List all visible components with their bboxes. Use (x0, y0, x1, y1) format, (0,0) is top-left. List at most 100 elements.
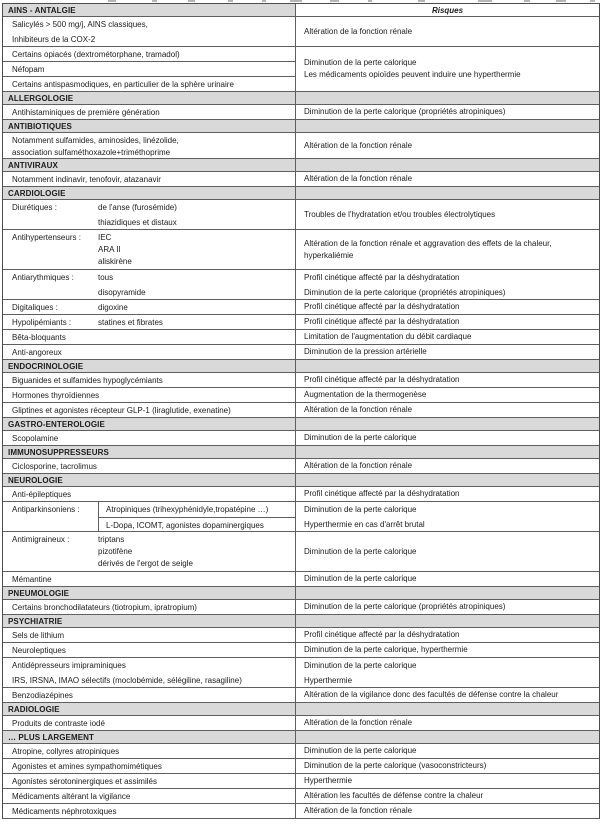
medication-sublist: triptans pizotifène dérivés de l'ergot de … (98, 532, 295, 571)
medication-cell: Salicylés > 500 mg/j, AINS classiques, In… (3, 17, 296, 46)
medication-lines: Benzodiazépines (3, 688, 295, 702)
section-header-row: RADIOLOGIE (3, 703, 599, 716)
medication-text: ARA II (98, 245, 121, 254)
medication-lines: Médicaments néphrotoxiques (3, 804, 295, 818)
table-row: Antimigraineux : triptans pizotifène dérivé… (3, 532, 599, 572)
risk-text: Altération de la fonction rénale (304, 461, 413, 470)
risk-cell: Hyperthermie (296, 774, 599, 788)
medication-category: Digitaliques : (12, 303, 58, 312)
risk-text: Diminution de la perte calorique (propri… (304, 107, 506, 116)
medication-lines: Salicylés > 500 mg/j, AINS classiques, In… (3, 17, 295, 46)
medication-lines: Mémantine (3, 572, 295, 586)
medication-text: Médicaments altérant la vigilance (12, 792, 131, 801)
medication-cell: Certains bronchodilatateurs (tiotropium,… (3, 600, 296, 614)
medication-text: Certains opiacés (dextrométorphane, tram… (12, 49, 180, 59)
section-header-cell: NEUROLOGIE (3, 474, 296, 486)
medication-text: Inhibiteurs de la COX-2 (12, 35, 96, 44)
risk-text: Altération de la vigilance donc des facu… (304, 690, 559, 699)
risk-text: Profil cinétique affecté par la déshydra… (304, 273, 460, 282)
risk-text: Hyperthermie en cas d'arrêt brutal (304, 520, 425, 529)
risk-text-block: Diminution de la perte calorique (296, 532, 599, 571)
risk-cell: Diminution de la perte calorique Hyperthe… (296, 658, 599, 687)
section-header-row: ANTIBIOTIQUES (3, 120, 599, 133)
section-header-right-cell (296, 120, 599, 132)
medication-cell: Produits de contraste iodé (3, 716, 296, 730)
table-row: Scopolamine Diminution de la perte calori… (3, 431, 599, 446)
risk-text: Diminution de la perte calorique, hypert… (304, 645, 468, 654)
risk-text-block: Altération de la fonction rénale (296, 804, 599, 818)
medication-text: Atropine, collyres atropiniques (12, 747, 120, 756)
risk-cell: Altération de la fonction rénale (296, 133, 599, 158)
table-row: Médicaments altérant la vigilance Altérat… (3, 789, 599, 804)
risk-text: Altération de la fonction rénale (304, 26, 413, 36)
medication-cell: Mémantine (3, 572, 296, 586)
risk-cell: Diminution de la perte calorique (propri… (296, 105, 599, 119)
risk-cell: Profil cinétique affecté par la déshydra… (296, 487, 599, 501)
risk-text: Profil cinétique affecté par la déshydra… (304, 317, 460, 326)
section-header-cell: AINS - ANTALGIE (3, 4, 296, 16)
medication-cell: Bêta-bloquants (3, 330, 296, 344)
table-row: Benzodiazépines Altération de la vigilanc… (3, 688, 599, 703)
table-row: Digitaliques : digoxine Profil cinétique a… (3, 300, 599, 315)
risk-text: Altération de la fonction rénale (304, 405, 413, 414)
medication-cell: Notamment indinavir, tenofovir, atazanav… (3, 172, 296, 186)
section-title: PSYCHIATRIE (8, 616, 63, 626)
risk-text: Augmentation de la thermogenèse (304, 390, 427, 399)
medication-text-block: IEC ARA II aliskirène (98, 230, 295, 268)
section-header-row: NEUROLOGIE (3, 474, 599, 487)
medication-category: Hypolipémiants : (12, 318, 72, 327)
risk-text-block: Profil cinétique affecté par la déshydra… (296, 487, 599, 501)
medication-sublist: statines et fibrates (98, 315, 295, 329)
medication-category: Antimigraineux : (12, 535, 70, 544)
medication-cell: Antiparkinsoniens : Atropiniques (trihexy… (3, 502, 296, 531)
medication-text: Néfopam (3, 61, 295, 76)
risk-text-block: Diminution de la perte calorique Les médi… (296, 47, 599, 91)
risk-cell: Troubles de l'hydratation et/ou troubles… (296, 200, 599, 229)
medication-text: Sels de lithium (12, 631, 65, 640)
medication-lines: Ciclosporine, tacrolimus (3, 459, 295, 473)
medication-lines: Produits de contraste iodé (3, 716, 295, 730)
risk-text: Diminution de la perte calorique (propri… (304, 602, 506, 611)
risk-text: Altération de la fonction rénale (304, 806, 413, 815)
medication-text: association sulfaméthoxazole+triméthopri… (12, 148, 171, 157)
medication-cell: Biguanides et sulfamides hypoglycémiants (3, 373, 296, 387)
table-row: Mémantine Diminution de la perte caloriqu… (3, 572, 599, 587)
section-header-cell: ALLERGOLOGIE (3, 92, 296, 104)
risk-cell: Altération de la fonction rénale (296, 459, 599, 473)
medication-text: Produits de contraste iodé (12, 719, 105, 728)
risk-text-block: Altération de la fonction rénale et aggr… (296, 230, 599, 269)
medication-text: Antidépresseurs imipraminiques (12, 661, 126, 670)
section-title: ANTIVIRAUX (8, 160, 58, 170)
risk-text: Diminution de la perte calorique (304, 574, 417, 583)
medication-text: digoxine (98, 303, 128, 312)
medication-text-block: triptans pizotifène dérivés de l'ergot de … (98, 532, 295, 570)
section-header-row: ANTIVIRAUX (3, 159, 599, 172)
medication-cell: Ciclosporine, tacrolimus (3, 459, 296, 473)
risk-text: Les médicaments opioïdes peuvent induire… (304, 70, 521, 79)
medication-text: aliskirène (98, 257, 132, 266)
risk-text: Profil cinétique affecté par la déshydra… (304, 375, 460, 384)
table-row: Ciclosporine, tacrolimus Altération de la… (3, 459, 599, 474)
risk-cell: Augmentation de la thermogenèse (296, 388, 599, 402)
risk-cell: Diminution de la perte calorique (296, 572, 599, 586)
medication-cell: Hypolipémiants : statines et fibrates (3, 315, 296, 329)
medication-text: Certains bronchodilatateurs (tiotropium,… (12, 603, 197, 612)
medication-cell: Gliptines et agonistes récepteur GLP-1 (… (3, 403, 296, 417)
medication-lines: Notamment indinavir, tenofovir, atazanav… (3, 172, 295, 186)
section-header-right-cell (296, 159, 599, 171)
risk-text: Altération de la fonction rénale (304, 174, 413, 183)
section-header-row: PNEUMOLOGIE (3, 587, 599, 600)
medication-text: pizotifène (98, 547, 133, 556)
section-header-row: AINS - ANTALGIE Risques (3, 4, 599, 17)
medication-sublist: tous disopyramide (98, 270, 295, 299)
medication-lines: Scopolamine (3, 431, 295, 445)
table-row: Hypolipémiants : statines et fibrates Prof… (3, 315, 599, 330)
section-title: PNEUMOLOGIE (8, 588, 70, 598)
table-row: Notamment sulfamides, aminosides, linézo… (3, 133, 599, 159)
medication-cell: Médicaments altérant la vigilance (3, 789, 296, 803)
risk-text: Diminution de la pression artérielle (304, 347, 427, 356)
section-header-cell: GASTRO-ENTEROLOGIE (3, 418, 296, 430)
medication-text: statines et fibrates (98, 318, 163, 327)
section-header-row: CARDIOLOGIE (3, 187, 599, 200)
risk-text: Hyperthermie (304, 776, 353, 785)
